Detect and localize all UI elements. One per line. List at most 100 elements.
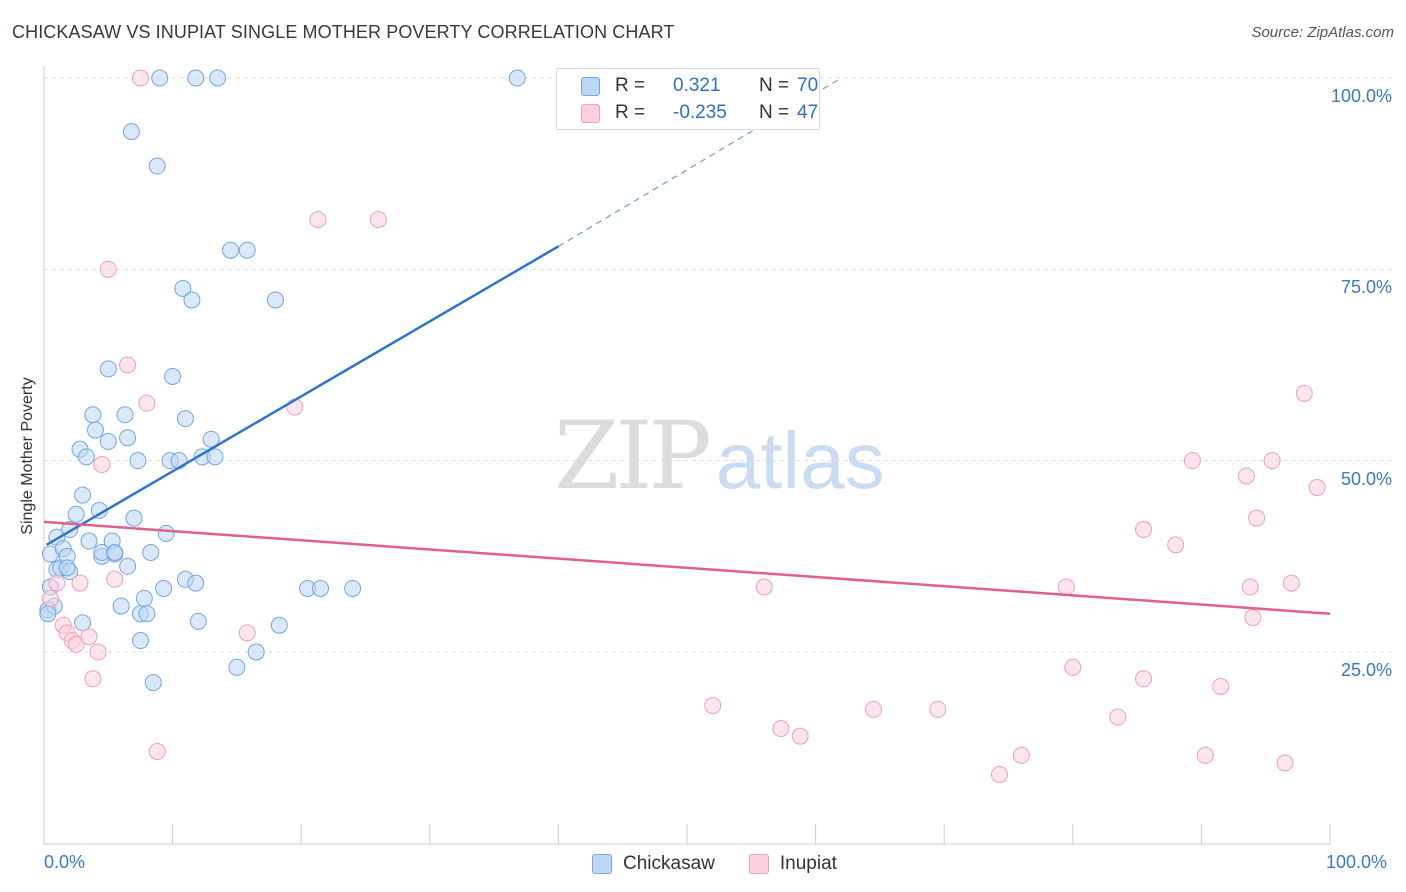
inupiat-trend-line (43, 520, 1331, 615)
inupiat-point (41, 589, 59, 607)
inupiat-point (89, 643, 107, 661)
chickasaw-point (148, 157, 166, 175)
n-value: 70 (797, 75, 819, 96)
inupiat-point (990, 765, 1008, 783)
inupiat-point (1212, 677, 1230, 695)
y-tick-label: 100.0% (1330, 86, 1392, 106)
chickasaw-point (84, 406, 102, 424)
correlation-legend: R = 0.321 N = 70 R = -0.235 N = 47 (556, 68, 820, 130)
chickasaw-point (238, 241, 256, 259)
inupiat-point (704, 697, 722, 715)
inupiat-point (99, 260, 117, 278)
legend-label-chickasaw: Chickasaw (623, 853, 715, 874)
inupiat-point (309, 211, 327, 229)
chickasaw-point (221, 241, 239, 259)
chickasaw-point (151, 69, 169, 87)
chickasaw-point (508, 69, 526, 87)
inupiat-point (119, 356, 137, 374)
inupiat-point (1057, 578, 1075, 596)
inupiat-point (1135, 670, 1153, 688)
chickasaw-point (129, 452, 147, 470)
chickasaw-point (174, 279, 192, 297)
inupiat-point (791, 727, 809, 745)
inupiat-point (67, 635, 85, 653)
legend-item-inupiat[interactable]: Inupiat (748, 853, 837, 875)
inupiat-legend-icon (748, 854, 769, 874)
chickasaw-point (112, 597, 130, 615)
chickasaw-point (119, 429, 137, 447)
chickasaw-point (228, 658, 246, 676)
inupiat-point (1012, 746, 1030, 764)
inupiat-point (80, 628, 98, 646)
chickasaw-point (99, 360, 117, 378)
inupiat-point (929, 700, 947, 718)
y-tick-label: 50.0% (1340, 468, 1392, 489)
chickasaw-point (86, 421, 104, 439)
n-label: N = (759, 75, 790, 96)
chickasaw-point (77, 448, 95, 466)
r-label: R = (615, 102, 646, 123)
chickasaw-point (189, 612, 207, 630)
chickasaw-point (206, 448, 224, 466)
n-value: 47 (797, 102, 819, 123)
watermark-zip: ZIP (554, 402, 712, 511)
r-label: R = (615, 75, 646, 96)
chickasaw-point (202, 430, 220, 448)
inupiat-point (148, 742, 166, 760)
chickasaw-legend-icon (592, 854, 612, 874)
inupiat-point (1167, 536, 1185, 554)
chart-title: CHICKASAW VS INUPIAT SINGLE MOTHER POVER… (12, 22, 675, 42)
chickasaw-point (176, 410, 194, 428)
chickasaw-point (80, 532, 98, 550)
chickasaw-point (247, 643, 265, 661)
inupiat-point (1183, 452, 1201, 470)
chickasaw-point (144, 674, 162, 692)
inupiat-point (1244, 609, 1262, 627)
watermark: ZIP atlas (554, 402, 885, 511)
x-tick-label-max: 100.0% (1326, 852, 1388, 872)
inupiat-point (1263, 452, 1281, 470)
n-label: N = (759, 102, 790, 123)
chickasaw-point (344, 579, 362, 597)
chickasaw-point (311, 579, 329, 597)
chickasaw-point (157, 524, 175, 542)
chickasaw-point (135, 589, 153, 607)
inupiat-point (1295, 384, 1313, 402)
inupiat-point (755, 578, 773, 596)
inupiat-point (1064, 658, 1082, 676)
inupiat-point (131, 69, 149, 87)
legend-item-chickasaw[interactable]: Chickasaw (592, 853, 715, 875)
chickasaw-swatch-icon (581, 76, 600, 96)
inupiat-point (238, 624, 256, 642)
chickasaw-point (155, 579, 173, 597)
chickasaw-point (99, 433, 117, 451)
legend-label-inupiat: Inupiat (779, 853, 837, 874)
inupiat-point (1237, 467, 1255, 485)
chickasaw-point (119, 557, 137, 575)
chickasaw-point (266, 291, 284, 309)
inupiat-point (1248, 509, 1266, 527)
inupiat-point (106, 570, 124, 588)
inupiat-point (772, 720, 790, 738)
inupiat-point (1276, 754, 1294, 772)
chickasaw-point (106, 544, 124, 562)
y-tick-label: 25.0% (1340, 660, 1392, 680)
inupiat-point (48, 574, 66, 592)
chickasaw-point (74, 486, 92, 504)
inupiat-point (84, 670, 102, 688)
chickasaw-point (164, 367, 182, 385)
chickasaw-trend-line (45, 245, 560, 546)
chickasaw-point (131, 632, 149, 650)
chickasaw-point (187, 69, 205, 87)
chickasaw-point (67, 505, 85, 523)
chickasaw-point (122, 123, 140, 141)
r-value: 0.321 (673, 75, 721, 96)
chickasaw-point (74, 614, 92, 632)
inupiat-point (1196, 746, 1214, 764)
chickasaw-point (116, 406, 134, 424)
chickasaw-point (142, 544, 160, 562)
inupiat-point (1109, 708, 1127, 726)
series-legend: Chickasaw Inupiat (592, 852, 871, 876)
chickasaw-point (125, 509, 143, 527)
